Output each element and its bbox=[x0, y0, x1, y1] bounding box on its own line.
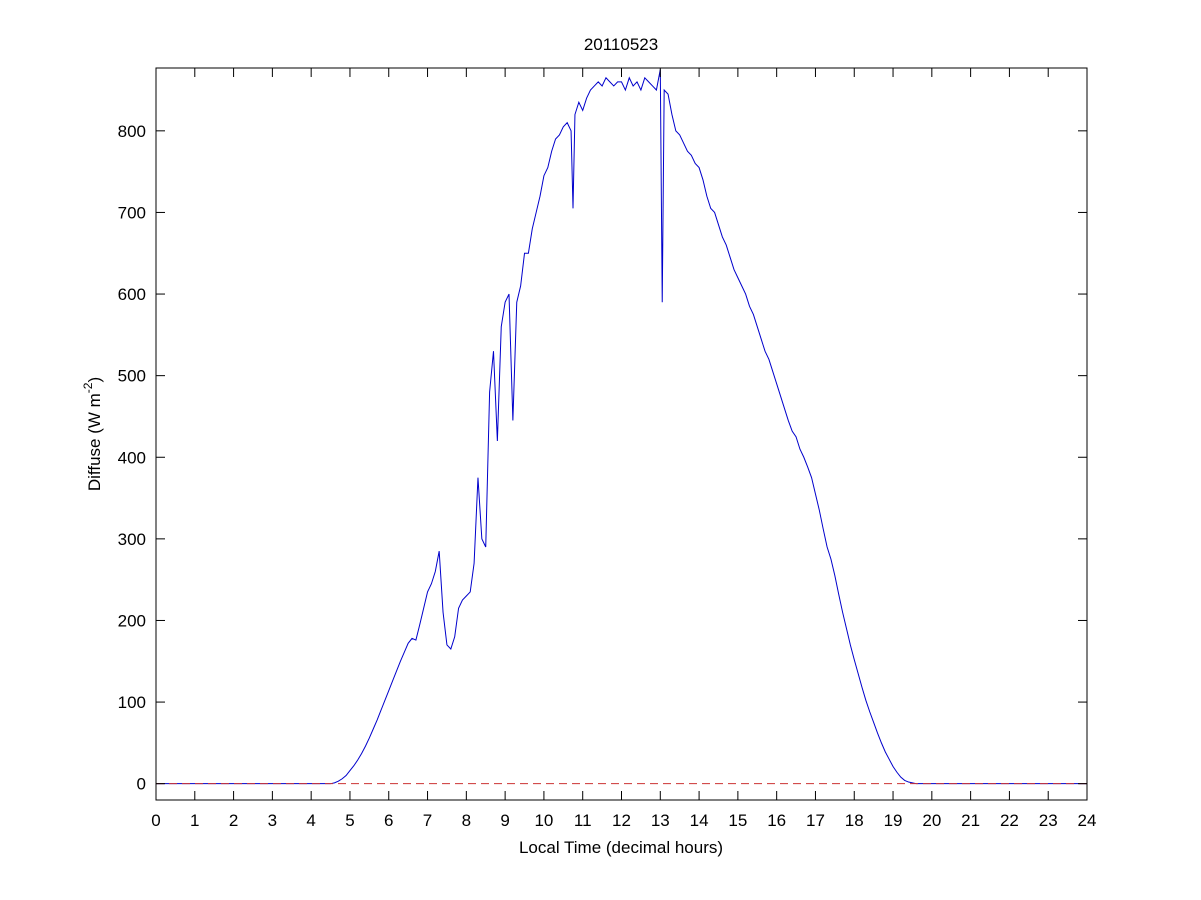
x-tick-label: 23 bbox=[1039, 811, 1058, 830]
y-tick-label: 200 bbox=[118, 611, 146, 630]
y-tick-label: 500 bbox=[118, 367, 146, 386]
x-tick-label: 9 bbox=[500, 811, 509, 830]
y-tick-label: 300 bbox=[118, 530, 146, 549]
x-tick-label: 14 bbox=[690, 811, 709, 830]
x-tick-label: 0 bbox=[151, 811, 160, 830]
x-tick-label: 7 bbox=[423, 811, 432, 830]
y-tick-label: 100 bbox=[118, 693, 146, 712]
data-line bbox=[156, 69, 1087, 785]
y-tick-label: 700 bbox=[118, 203, 146, 222]
x-tick-label: 8 bbox=[462, 811, 471, 830]
x-tick-label: 21 bbox=[961, 811, 980, 830]
x-tick-label: 13 bbox=[651, 811, 670, 830]
y-tick-label: 0 bbox=[137, 775, 146, 794]
x-axis-label: Local Time (decimal hours) bbox=[519, 838, 723, 857]
x-tick-label: 3 bbox=[268, 811, 277, 830]
x-tick-label: 4 bbox=[306, 811, 315, 830]
x-tick-label: 6 bbox=[384, 811, 393, 830]
x-tick-label: 1 bbox=[190, 811, 199, 830]
x-tick-label: 11 bbox=[574, 811, 592, 830]
x-tick-label: 22 bbox=[1000, 811, 1019, 830]
y-tick-label: 600 bbox=[118, 285, 146, 304]
x-tick-label: 15 bbox=[728, 811, 747, 830]
x-tick-label: 16 bbox=[767, 811, 786, 830]
y-axis-label: Diffuse (W m-2) bbox=[81, 377, 104, 491]
x-tick-label: 17 bbox=[806, 811, 825, 830]
y-tick-label: 800 bbox=[118, 122, 146, 141]
y-tick-label: 400 bbox=[118, 448, 146, 467]
x-tick-label: 18 bbox=[845, 811, 864, 830]
x-tick-label: 10 bbox=[534, 811, 553, 830]
chart-title: 20110523 bbox=[584, 35, 658, 54]
x-tick-label: 2 bbox=[229, 811, 238, 830]
x-tick-label: 19 bbox=[884, 811, 903, 830]
x-tick-label: 5 bbox=[345, 811, 354, 830]
x-tick-label: 20 bbox=[922, 811, 941, 830]
x-tick-label: 12 bbox=[612, 811, 631, 830]
x-tick-label: 24 bbox=[1078, 811, 1097, 830]
